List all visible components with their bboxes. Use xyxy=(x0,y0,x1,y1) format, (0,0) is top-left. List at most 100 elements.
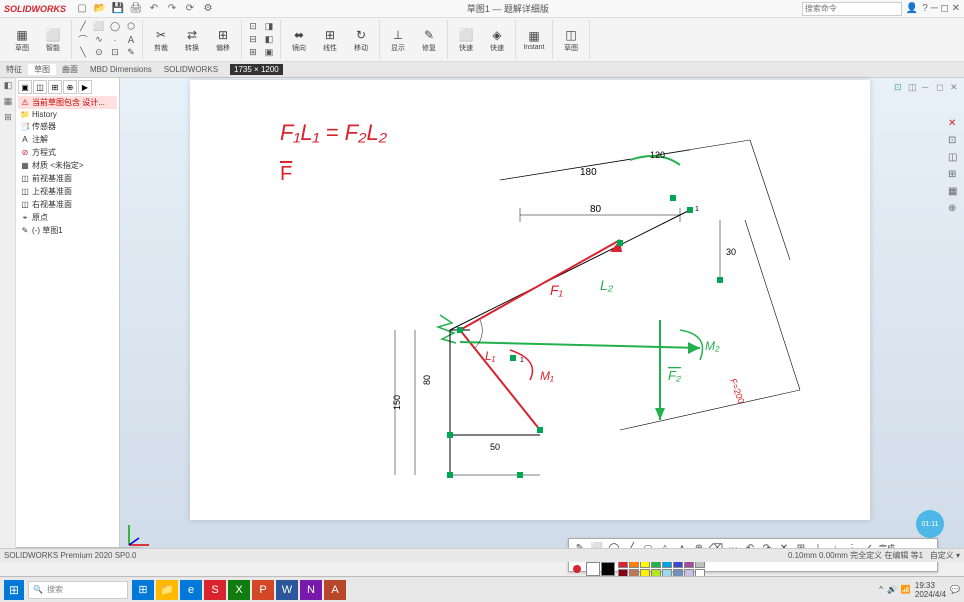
ribbon-small-icon[interactable]: Ａ xyxy=(124,34,138,46)
canvas[interactable]: 🔍 ⊕ ⊖ ⊡ ◫ ⬜ ▦ ⊞ ✦ 🏠 ⊡ ◫ ─ ◻ ✕ ✕ ⊡ ◫ ⊞ ▦ … xyxy=(120,78,964,558)
maximize-icon[interactable]: ◻ xyxy=(941,3,949,14)
ribbon-small-icon[interactable]: · xyxy=(108,34,122,46)
undo-icon[interactable]: ↶ xyxy=(148,3,160,15)
close-icon[interactable]: ✕ xyxy=(950,82,962,94)
settings-icon[interactable]: ⚙ xyxy=(202,3,214,15)
user-icon[interactable]: 👤 xyxy=(906,3,918,14)
ribbon-small-icon[interactable]: ⊙ xyxy=(92,47,106,59)
help-icon[interactable]: ? xyxy=(922,3,928,14)
vtool-icon[interactable]: ⊞ xyxy=(948,169,962,183)
side-tool-icon[interactable]: ⊞ xyxy=(1,112,15,126)
tree-item[interactable]: ⌖原点 xyxy=(18,211,117,224)
tree-item[interactable]: ▦材质 <未指定> xyxy=(18,159,117,172)
tree-tab-icon[interactable]: ⊞ xyxy=(48,80,62,94)
start-button[interactable]: ⊞ xyxy=(4,580,24,600)
taskbar-app[interactable]: P xyxy=(252,580,274,600)
taskbar-app[interactable]: W xyxy=(276,580,298,600)
ribbon-small-icon[interactable]: ▣ xyxy=(262,47,276,59)
tree-tab-icon[interactable]: ⊕ xyxy=(63,80,77,94)
redo-icon[interactable]: ↷ xyxy=(166,3,178,15)
ribbon-small-icon[interactable]: ◨ xyxy=(262,21,276,33)
vtool-icon[interactable]: ⊕ xyxy=(948,203,962,217)
tray-icon[interactable]: 📶 xyxy=(901,585,911,594)
ribbon-small-icon[interactable]: ∿ xyxy=(92,34,106,46)
taskbar-app[interactable]: 📁 xyxy=(156,580,178,600)
notif-icon[interactable]: 💬 xyxy=(950,585,960,594)
ribbon-button[interactable]: ✂剪裁 xyxy=(147,22,175,58)
minimize-icon[interactable]: ─ xyxy=(931,3,938,14)
taskbar-app[interactable]: ⊞ xyxy=(132,580,154,600)
color-swatch[interactable] xyxy=(601,562,615,576)
tree-item[interactable]: ◫前视基准面 xyxy=(18,172,117,185)
open-icon[interactable]: 📂 xyxy=(94,3,106,15)
ribbon-small-icon[interactable]: ⊞ xyxy=(246,47,260,59)
confirm-icon[interactable]: ⊡ xyxy=(894,82,906,94)
tree-tab-icon[interactable]: ◫ xyxy=(33,80,47,94)
taskbar-app[interactable]: e xyxy=(180,580,202,600)
color-swatch[interactable] xyxy=(586,562,600,576)
ribbon-button[interactable]: ⊞线性 xyxy=(316,22,344,58)
taskbar-search[interactable]: 🔍搜索 xyxy=(28,581,128,599)
rebuild-icon[interactable]: ⟳ xyxy=(184,3,196,15)
minimize-icon[interactable]: ─ xyxy=(922,82,934,94)
ribbon-tab[interactable]: SOLIDWORKS xyxy=(158,65,224,74)
ribbon-small-icon[interactable]: ⬜ xyxy=(92,21,106,33)
ribbon-button[interactable]: ⊥显示 xyxy=(384,22,412,58)
tree-tab-icon[interactable]: ▶ xyxy=(78,80,92,94)
ribbon-button[interactable]: ▦草图 xyxy=(8,22,36,58)
ribbon-button[interactable]: ◈快速 xyxy=(483,22,511,58)
print-icon[interactable]: 🖨 xyxy=(130,3,142,15)
ribbon-small-icon[interactable]: ⌒ xyxy=(76,34,90,46)
ribbon-small-icon[interactable]: ◧ xyxy=(262,34,276,46)
ribbon-small-icon[interactable]: ⬡ xyxy=(124,21,138,33)
ribbon-button[interactable]: ◫草图 xyxy=(557,22,585,58)
vtool-icon[interactable]: ⊡ xyxy=(948,135,962,149)
tree-item[interactable]: ⊘方程式 xyxy=(18,146,117,159)
vtool-icon[interactable]: ▦ xyxy=(948,186,962,200)
vtool-icon[interactable]: ✕ xyxy=(948,118,962,132)
ribbon-small-icon[interactable]: ⊡ xyxy=(108,47,122,59)
taskbar-app[interactable]: N xyxy=(300,580,322,600)
vtool-icon[interactable]: ◫ xyxy=(948,152,962,166)
ribbon-button[interactable]: ⊞偏移 xyxy=(209,22,237,58)
confirm-icon[interactable]: ◫ xyxy=(908,82,920,94)
ribbon-tab[interactable]: MBD Dimensions xyxy=(84,65,158,74)
ribbon-small-icon[interactable]: ◯ xyxy=(108,21,122,33)
ribbon-tab[interactable]: 曲面 xyxy=(56,64,84,75)
side-tool-icon[interactable]: ◧ xyxy=(1,80,15,94)
tree-item[interactable]: Ａ注解 xyxy=(18,133,117,146)
view-triad[interactable] xyxy=(124,520,154,550)
ribbon-small-icon[interactable]: ╱ xyxy=(76,21,90,33)
tree-item[interactable]: ✎(-) 草图1 xyxy=(18,224,117,237)
tree-warning[interactable]: ⚠当前草图包含 设计... xyxy=(18,96,117,109)
command-search[interactable] xyxy=(802,2,902,16)
ribbon-tab[interactable]: 特征 xyxy=(0,64,28,75)
tree-item[interactable]: 📑传感器 xyxy=(18,120,117,133)
ribbon-button[interactable]: ⬌镜向 xyxy=(285,22,313,58)
save-icon[interactable]: 💾 xyxy=(112,3,124,15)
tree-item[interactable]: 📁History xyxy=(18,109,117,120)
tree-item[interactable]: ◫上视基准面 xyxy=(18,185,117,198)
ribbon-button[interactable]: ▦Instant xyxy=(520,22,548,58)
clock[interactable]: 19:332024/4/4 xyxy=(915,581,946,599)
ribbon-tab[interactable]: 草图 xyxy=(28,64,56,75)
tray-icon[interactable]: ^ xyxy=(879,585,883,594)
taskbar-app[interactable]: X xyxy=(228,580,250,600)
maximize-icon[interactable]: ◻ xyxy=(936,82,948,94)
tray-icon[interactable]: 🔊 xyxy=(887,585,897,594)
tree-item[interactable]: ◫右视基准面 xyxy=(18,198,117,211)
close-icon[interactable]: ✕ xyxy=(952,3,960,14)
ribbon-button[interactable]: ⇄转换 xyxy=(178,22,206,58)
taskbar-app[interactable]: A xyxy=(324,580,346,600)
ribbon-button[interactable]: ↻移动 xyxy=(347,22,375,58)
taskbar-app[interactable]: S xyxy=(204,580,226,600)
new-icon[interactable]: ▢ xyxy=(76,3,88,15)
ribbon-small-icon[interactable]: ⊟ xyxy=(246,34,260,46)
ribbon-button[interactable]: ✎修复 xyxy=(415,22,443,58)
ribbon-button[interactable]: ⬜快速 xyxy=(452,22,480,58)
ribbon-button[interactable]: ⬜智能 xyxy=(39,22,67,58)
ribbon-small-icon[interactable]: ✎ xyxy=(124,47,138,59)
side-tool-icon[interactable]: ▦ xyxy=(1,96,15,110)
ribbon-small-icon[interactable]: ╲ xyxy=(76,47,90,59)
ribbon-small-icon[interactable]: ⊡ xyxy=(246,21,260,33)
